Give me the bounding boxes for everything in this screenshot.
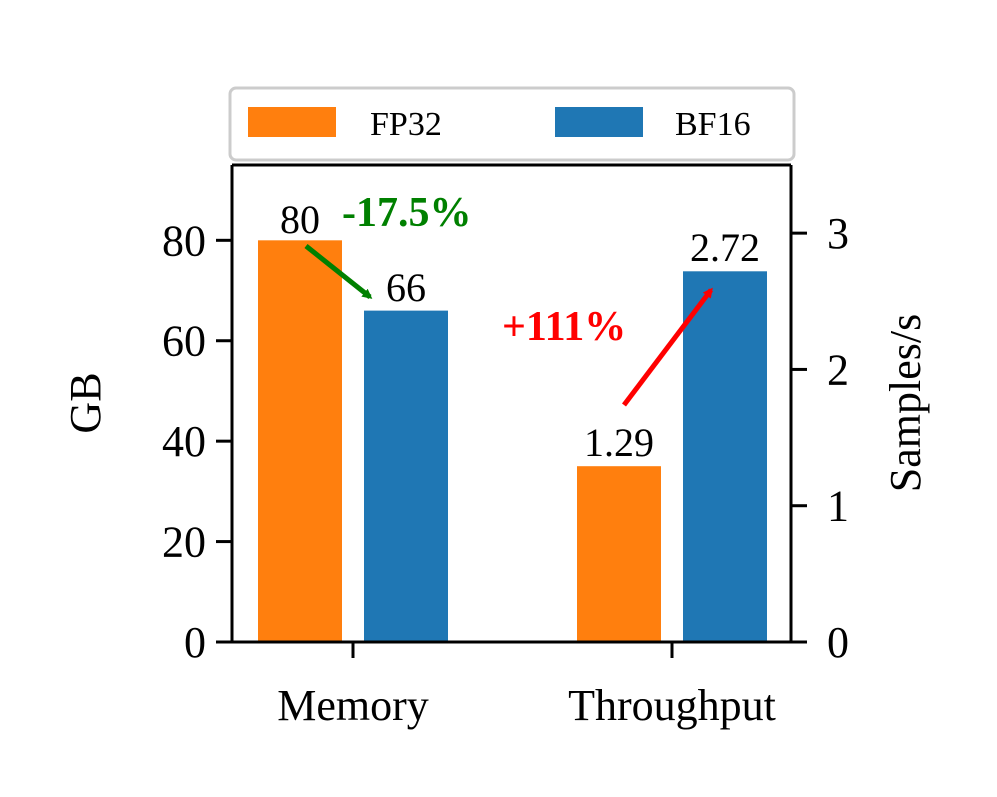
bar-fp32-throughput <box>577 466 661 642</box>
bar-fp32-memory <box>258 240 342 642</box>
legend-label-bf16: BF16 <box>675 106 751 143</box>
left-axis-title: GB <box>61 372 110 433</box>
x-tick-label-throughput: Throughput <box>568 681 776 730</box>
value-label-fp32-memory: 80 <box>280 197 320 242</box>
value-label-bf16-memory: 66 <box>386 265 426 310</box>
bars-group <box>258 240 767 642</box>
right-axis-ticks: 0 1 2 3 <box>791 209 849 667</box>
annotation-throughput-change: +111% <box>502 304 626 350</box>
x-tick-label-memory: Memory <box>277 681 429 730</box>
annotation-arrow-throughput <box>622 287 713 407</box>
legend-swatch-fp32 <box>248 107 336 137</box>
value-label-bf16-throughput: 2.72 <box>690 225 760 270</box>
right-tick-label-2: 2 <box>827 345 849 394</box>
left-tick-label-60: 60 <box>162 317 206 366</box>
bar-bf16-throughput <box>683 271 767 642</box>
right-tick-label-1: 1 <box>827 482 849 531</box>
left-axis-ticks: 0 20 40 60 80 <box>162 216 232 667</box>
left-tick-label-80: 80 <box>162 216 206 265</box>
left-tick-label-0: 0 <box>184 618 206 667</box>
legend-swatch-bf16 <box>555 107 643 137</box>
legend-label-fp32: FP32 <box>370 106 442 143</box>
left-tick-label-40: 40 <box>162 417 206 466</box>
bar-bf16-memory <box>364 310 448 642</box>
legend: FP32 BF16 <box>228 86 796 162</box>
value-label-fp32-throughput: 1.29 <box>584 420 654 465</box>
legend-frame <box>228 86 796 162</box>
right-tick-label-0: 0 <box>827 618 849 667</box>
right-axis-title: Samples/s <box>881 314 930 492</box>
right-tick-label-3: 3 <box>827 209 849 258</box>
annotation-arrow-memory <box>304 244 373 299</box>
annotation-memory-change: -17.5% <box>342 190 472 236</box>
left-tick-label-20: 20 <box>162 518 206 567</box>
